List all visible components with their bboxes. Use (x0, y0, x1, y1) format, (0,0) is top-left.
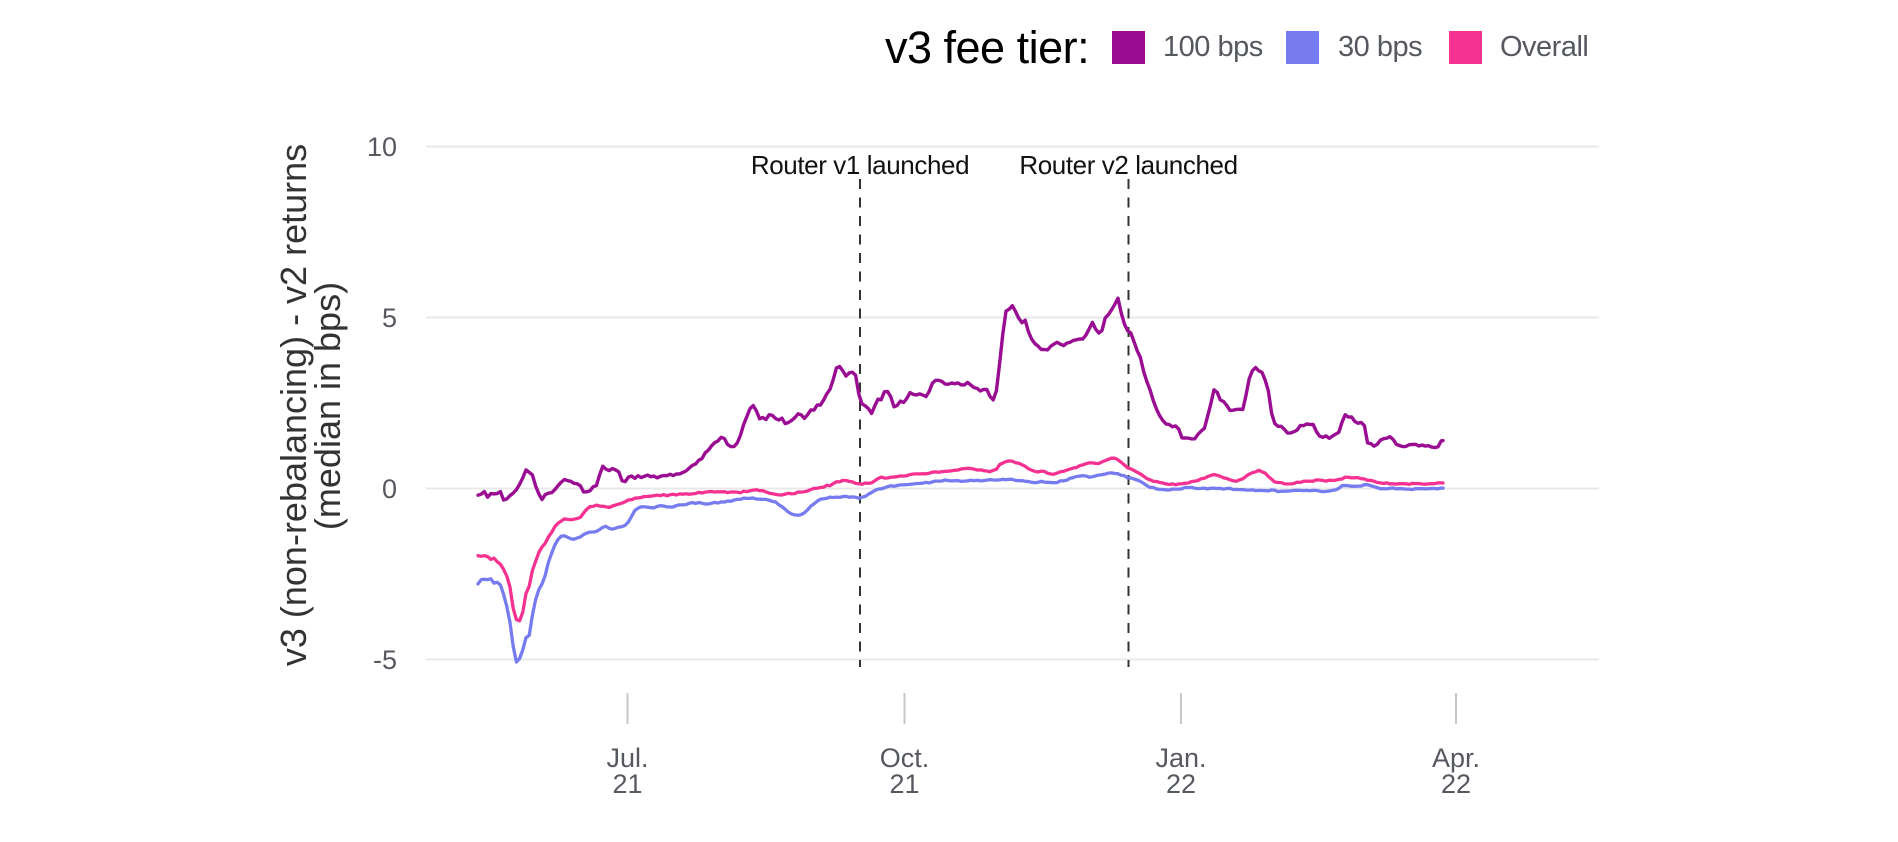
svg-text:Router v1 launched: Router v1 launched (751, 150, 969, 180)
svg-text:100 bps: 100 bps (1163, 31, 1263, 63)
svg-text:Jul.: Jul. (606, 743, 648, 773)
svg-text:0: 0 (382, 474, 397, 504)
svg-text:Router v2 launched: Router v2 launched (1019, 150, 1237, 180)
svg-text:v3 (non-rebalancing) - v2 retu: v3 (non-rebalancing) - v2 returns (273, 144, 314, 666)
svg-text:22: 22 (1166, 769, 1196, 799)
svg-text:Overall: Overall (1500, 31, 1588, 63)
svg-text:Jan.: Jan. (1155, 743, 1206, 773)
svg-text:-5: -5 (373, 645, 397, 675)
svg-text:21: 21 (889, 769, 919, 799)
svg-text:v3 fee tier:: v3 fee tier: (885, 22, 1089, 73)
svg-text:10: 10 (367, 132, 397, 162)
svg-text:21: 21 (612, 769, 642, 799)
svg-text:(median in bps): (median in bps) (307, 282, 348, 530)
svg-text:30 bps: 30 bps (1338, 31, 1422, 63)
svg-text:Oct.: Oct. (880, 743, 930, 773)
svg-text:Apr.: Apr. (1432, 743, 1480, 773)
svg-text:22: 22 (1441, 769, 1471, 799)
svg-text:5: 5 (382, 303, 397, 333)
